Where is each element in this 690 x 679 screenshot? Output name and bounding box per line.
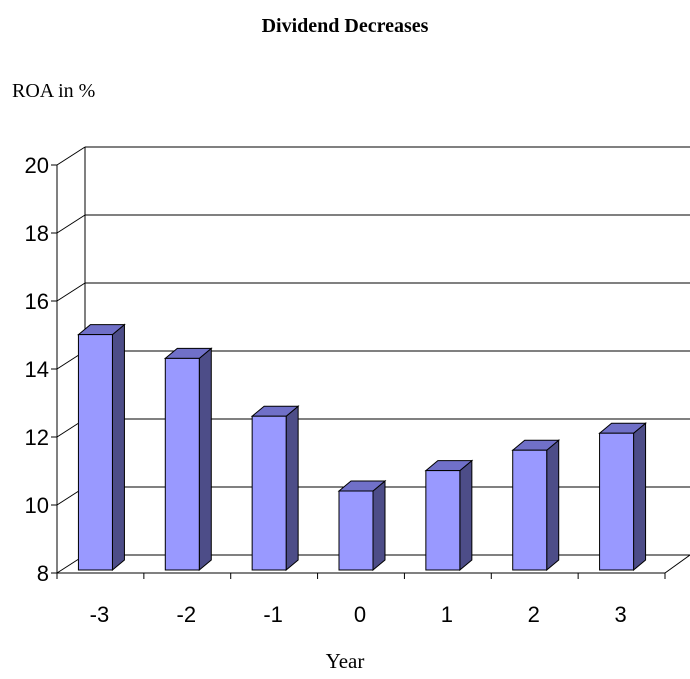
y-tick-labels: 8 10 12 14 16 18 20 bbox=[25, 153, 49, 586]
bar bbox=[511, 439, 561, 572]
gridline-depth bbox=[56, 214, 86, 234]
bar-side bbox=[111, 323, 125, 572]
x-tick-label: 0 bbox=[354, 602, 366, 627]
bar-front bbox=[425, 470, 461, 571]
bar-front bbox=[512, 449, 548, 571]
x-tick-label: 3 bbox=[614, 602, 626, 627]
bar-front bbox=[77, 334, 113, 571]
x-tick-label: 1 bbox=[441, 602, 453, 627]
x-tick-label: -2 bbox=[177, 602, 197, 627]
x-tick-labels: -3 -2 -1 0 1 2 3 bbox=[90, 602, 627, 627]
gridline-depth bbox=[56, 146, 86, 166]
x-axis-label: Year bbox=[326, 649, 365, 673]
y-tick-label: 10 bbox=[25, 493, 49, 518]
y-tick-label: 8 bbox=[37, 561, 49, 586]
bar bbox=[250, 405, 300, 572]
x-tick-label: -3 bbox=[90, 602, 110, 627]
bar-front bbox=[599, 432, 635, 571]
bar-side bbox=[459, 459, 473, 572]
bar-side bbox=[633, 422, 647, 572]
bars bbox=[77, 323, 647, 572]
floor-right-edge bbox=[664, 554, 690, 574]
bar bbox=[77, 323, 126, 572]
x-tick-label: 2 bbox=[528, 602, 540, 627]
bar bbox=[337, 479, 387, 572]
bar-side bbox=[372, 479, 386, 572]
y-axis-label: ROA in % bbox=[12, 80, 95, 102]
bar-side bbox=[285, 405, 299, 572]
bar bbox=[598, 422, 647, 572]
gridline-depth bbox=[56, 282, 86, 302]
y-tick-label: 12 bbox=[25, 425, 49, 450]
y-tick-label: 14 bbox=[25, 357, 49, 382]
bar-side bbox=[546, 439, 560, 572]
bar-front bbox=[251, 415, 287, 571]
x-tick-label: -1 bbox=[263, 602, 283, 627]
chart-title: Dividend Decreases bbox=[262, 15, 429, 37]
bar bbox=[163, 347, 213, 572]
y-tick-label: 18 bbox=[25, 221, 49, 246]
bar bbox=[424, 459, 474, 572]
bar-front bbox=[164, 357, 200, 571]
y-tick-label: 16 bbox=[25, 289, 49, 314]
y-tick-label: 20 bbox=[25, 153, 49, 178]
bar-side bbox=[198, 347, 212, 572]
bar-front bbox=[338, 490, 374, 571]
